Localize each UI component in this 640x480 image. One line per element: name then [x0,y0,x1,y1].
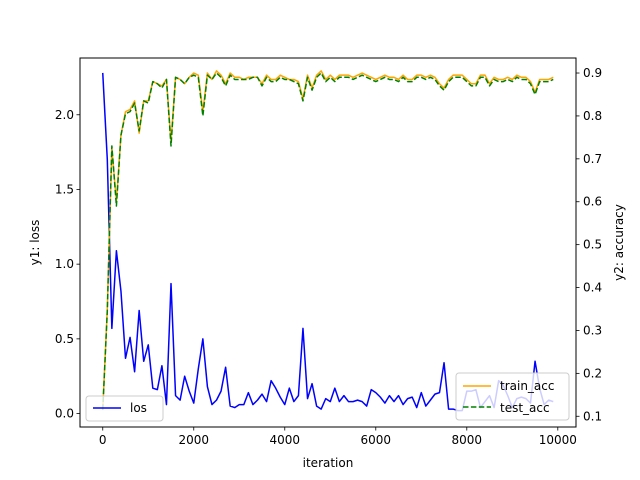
y1-tick-label: 1.0 [55,257,74,271]
y2-tick-label: 0.9 [583,66,602,80]
y2-tick-label: 0.7 [583,152,602,166]
x-tick-label: 4000 [269,433,300,447]
loss-legend-label: los [130,401,147,415]
x-tick-label: 0 [99,433,107,447]
y1-tick-label: 2.0 [55,108,74,122]
y2-tick-label: 0.1 [583,409,602,423]
loss-legend: los [85,395,164,422]
y2-tick-label: 0.6 [583,195,602,209]
tick-layer: 0 2000 4000 6000 8000 10000 0.0 0.5 1.0 1.5 2.0 0.1… [55,66,602,447]
test-acc-legend-label: test_acc [500,401,550,415]
y1-tick-label: 0.5 [55,332,74,346]
x-tick-label: 10000 [539,433,577,447]
train-acc-legend-label: train_acc [500,379,554,393]
x-tick-label: 2000 [178,433,209,447]
y1-axis-label: y1: loss [28,220,42,266]
accuracy-legend-frame [455,372,570,421]
accuracy-series-layer [102,70,554,410]
y2-tick-label: 0.5 [583,238,602,252]
x-tick-label: 8000 [452,433,483,447]
loss-legend-frame [85,395,164,422]
accuracy-legend: train_acc test_acc [455,372,570,421]
y2-tick-label: 0.4 [583,281,602,295]
x-axis-label: iteration [303,456,354,470]
plot-frame [79,57,577,428]
y1-tick-label: 0.0 [55,407,74,421]
test_acc-line [102,72,554,410]
y2-tick-label: 0.8 [583,109,602,123]
y2-tick-label: 0.2 [583,366,602,380]
y2-axis-label: y2: accuracy [612,204,626,281]
y1-tick-label: 1.5 [55,182,74,196]
x-tick-label: 6000 [361,433,392,447]
y2-tick-label: 0.3 [583,323,602,337]
